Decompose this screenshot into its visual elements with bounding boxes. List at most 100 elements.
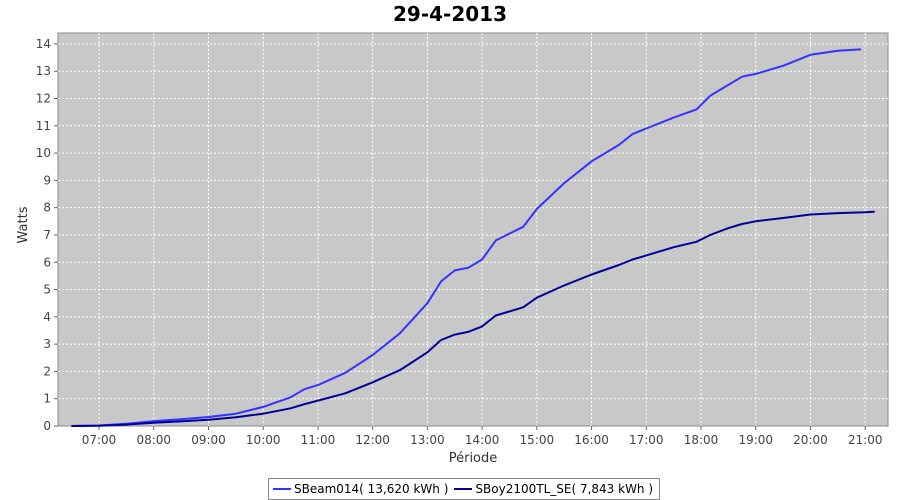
data-point-series-0 bbox=[317, 384, 319, 386]
x-axis-label: Période bbox=[448, 451, 498, 466]
x-tick-label: 19:00 bbox=[738, 433, 773, 447]
plot-area bbox=[57, 32, 889, 427]
data-point-series-0 bbox=[303, 388, 305, 390]
data-point-series-0 bbox=[399, 332, 401, 334]
legend: SBeam014( 13,620 kWh ) SBoy2100TL_SE( 7,… bbox=[268, 478, 661, 500]
data-point-series-1 bbox=[695, 241, 698, 243]
data-point-series-0 bbox=[727, 84, 729, 86]
data-point-series-1 bbox=[864, 211, 866, 213]
legend-item-sbeam: SBeam014( 13,620 kWh ) bbox=[273, 482, 448, 496]
data-point-series-0 bbox=[235, 413, 237, 415]
legend-item-sboy: SBoy2100TL_SE( 7,843 kWh ) bbox=[454, 482, 653, 496]
data-point-series-1 bbox=[98, 425, 100, 427]
data-point-series-1 bbox=[71, 425, 73, 427]
data-point-series-1 bbox=[454, 333, 456, 336]
data-point-series-1 bbox=[207, 419, 210, 421]
data-point-series-0 bbox=[522, 226, 524, 228]
data-point-series-1 bbox=[755, 220, 757, 222]
data-point-series-0 bbox=[618, 144, 620, 146]
data-point-series-0 bbox=[440, 280, 442, 282]
x-tick-label: 14:00 bbox=[465, 433, 500, 447]
y-tick-label: 1 bbox=[43, 392, 51, 406]
data-point-series-0 bbox=[709, 95, 711, 97]
data-point-series-1 bbox=[837, 212, 839, 214]
data-point-series-0 bbox=[262, 406, 264, 408]
data-point-series-0 bbox=[344, 372, 346, 374]
series-lines bbox=[71, 48, 875, 427]
data-point-series-0 bbox=[632, 133, 634, 135]
data-point-series-0 bbox=[695, 108, 698, 111]
data-point-series-1 bbox=[809, 213, 812, 216]
data-point-series-0 bbox=[860, 48, 862, 50]
data-point-series-0 bbox=[454, 269, 456, 272]
x-tick-label: 16:00 bbox=[574, 433, 609, 447]
x-tick-label: 21:00 bbox=[848, 433, 883, 447]
data-point-series-1 bbox=[536, 297, 538, 299]
data-point-series-0 bbox=[289, 396, 292, 398]
y-tick-label: 0 bbox=[43, 419, 51, 433]
data-point-series-1 bbox=[399, 369, 401, 371]
y-tick-label: 9 bbox=[43, 173, 51, 187]
data-point-series-1 bbox=[590, 273, 593, 276]
data-point-series-0 bbox=[809, 54, 812, 56]
data-point-series-0 bbox=[180, 418, 182, 420]
data-point-series-0 bbox=[563, 182, 565, 184]
y-tick-label: 5 bbox=[43, 283, 51, 297]
data-point-series-0 bbox=[536, 208, 538, 210]
data-point-series-1 bbox=[235, 416, 237, 418]
grid-lines bbox=[58, 33, 888, 426]
chart-title: 29-4-2013 bbox=[392, 2, 507, 26]
y-tick-label: 13 bbox=[36, 64, 51, 78]
x-tick-label: 17:00 bbox=[629, 433, 664, 447]
data-point-series-1 bbox=[481, 325, 483, 327]
data-point-series-1 bbox=[467, 331, 470, 333]
x-tick-label: 18:00 bbox=[684, 433, 719, 447]
data-point-series-0 bbox=[590, 160, 593, 162]
data-point-series-0 bbox=[645, 127, 647, 130]
x-tick-label: 12:00 bbox=[355, 433, 390, 447]
data-point-series-1 bbox=[426, 351, 428, 353]
data-point-series-1 bbox=[873, 211, 875, 213]
data-point-series-1 bbox=[262, 413, 264, 415]
y-tick-label: 8 bbox=[43, 201, 51, 215]
x-tick-label: 08:00 bbox=[136, 433, 171, 447]
y-tick-label: 11 bbox=[36, 119, 51, 133]
y-tick-label: 12 bbox=[36, 92, 51, 106]
data-point-series-1 bbox=[741, 223, 743, 225]
legend-swatch-sboy bbox=[454, 488, 473, 490]
data-point-series-0 bbox=[837, 50, 839, 52]
data-point-series-1 bbox=[782, 217, 784, 219]
data-point-series-0 bbox=[481, 258, 483, 261]
data-point-series-0 bbox=[207, 416, 210, 418]
x-tick-label: 13:00 bbox=[410, 433, 445, 447]
y-tick-label: 4 bbox=[43, 310, 51, 324]
data-point-series-1 bbox=[618, 264, 620, 266]
y-tick-label: 3 bbox=[43, 337, 51, 351]
data-point-series-0 bbox=[495, 239, 497, 242]
y-tick-label: 6 bbox=[43, 255, 51, 269]
data-point-series-0 bbox=[741, 76, 743, 78]
data-point-series-1 bbox=[645, 254, 647, 257]
data-point-series-1 bbox=[727, 227, 729, 229]
data-point-series-1 bbox=[522, 306, 524, 308]
y-tick-label: 10 bbox=[36, 146, 51, 160]
data-point-series-1 bbox=[563, 284, 565, 287]
data-point-series-0 bbox=[467, 267, 470, 269]
y-tick-label: 14 bbox=[36, 37, 51, 51]
y-tick-label: 2 bbox=[43, 364, 51, 378]
data-point-series-1 bbox=[673, 246, 675, 248]
x-tick-label: 15:00 bbox=[520, 433, 555, 447]
data-point-series-1 bbox=[125, 424, 128, 426]
data-point-series-0 bbox=[755, 73, 757, 75]
data-point-series-1 bbox=[289, 407, 292, 409]
legend-label-sbeam: SBeam014( 13,620 kWh ) bbox=[294, 482, 449, 496]
data-point-series-1 bbox=[317, 400, 319, 402]
x-tick-label: 07:00 bbox=[82, 433, 117, 447]
data-point-series-1 bbox=[440, 339, 442, 341]
data-point-series-1 bbox=[495, 314, 497, 317]
data-point-series-1 bbox=[709, 234, 711, 236]
x-tick-label: 10:00 bbox=[246, 433, 281, 447]
data-point-series-1 bbox=[344, 392, 346, 394]
data-point-series-1 bbox=[632, 258, 634, 261]
